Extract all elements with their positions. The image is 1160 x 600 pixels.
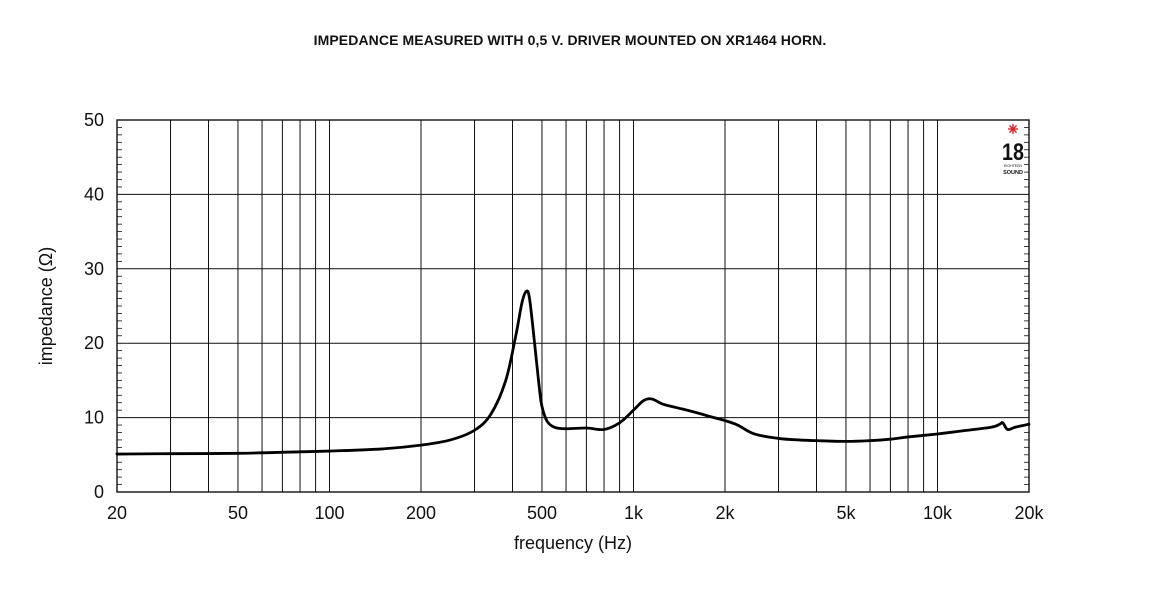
plot-frame <box>116 119 1030 493</box>
x-tick-label: 10k <box>923 503 953 523</box>
x-tick-label: 100 <box>314 503 344 523</box>
x-tick-label: 1k <box>624 503 644 523</box>
y-axis-label: impedance (Ω) <box>36 247 56 366</box>
x-axis-label: frequency (Hz) <box>514 533 632 553</box>
y-tick-labels: 0 10 20 30 40 50 <box>84 110 104 502</box>
y-tick-label: 10 <box>84 408 104 428</box>
x-tick-label: 200 <box>406 503 436 523</box>
logo-word: SOUND <box>1003 170 1023 176</box>
y-tick-label: 30 <box>84 259 104 279</box>
x-tick-label: 2k <box>715 503 735 523</box>
brand-logo: 18 EIGHTEEN SOUND <box>1002 124 1024 176</box>
grid-lines <box>117 120 1029 492</box>
x-tick-label: 20k <box>1014 503 1044 523</box>
impedance-curve <box>115 289 1031 456</box>
star-icon <box>1008 124 1018 134</box>
x-tick-label: 5k <box>836 503 856 523</box>
minor-ticks <box>117 127 1029 485</box>
y-tick-label: 0 <box>94 482 104 502</box>
x-tick-label: 20 <box>107 503 127 523</box>
x-tick-labels: 20 50 100 200 500 1k 2k 5k 10k 20k <box>107 503 1045 523</box>
x-tick-label: 50 <box>228 503 248 523</box>
logo-tagline: EIGHTEEN <box>1004 164 1022 168</box>
y-tick-label: 20 <box>84 333 104 353</box>
chart-title: IMPEDANCE MEASURED WITH 0,5 V. DRIVER MO… <box>313 32 827 48</box>
logo-number: 18 <box>1002 139 1024 166</box>
y-tick-label: 50 <box>84 110 104 130</box>
x-tick-label: 500 <box>527 503 557 523</box>
y-tick-label: 40 <box>84 184 104 204</box>
